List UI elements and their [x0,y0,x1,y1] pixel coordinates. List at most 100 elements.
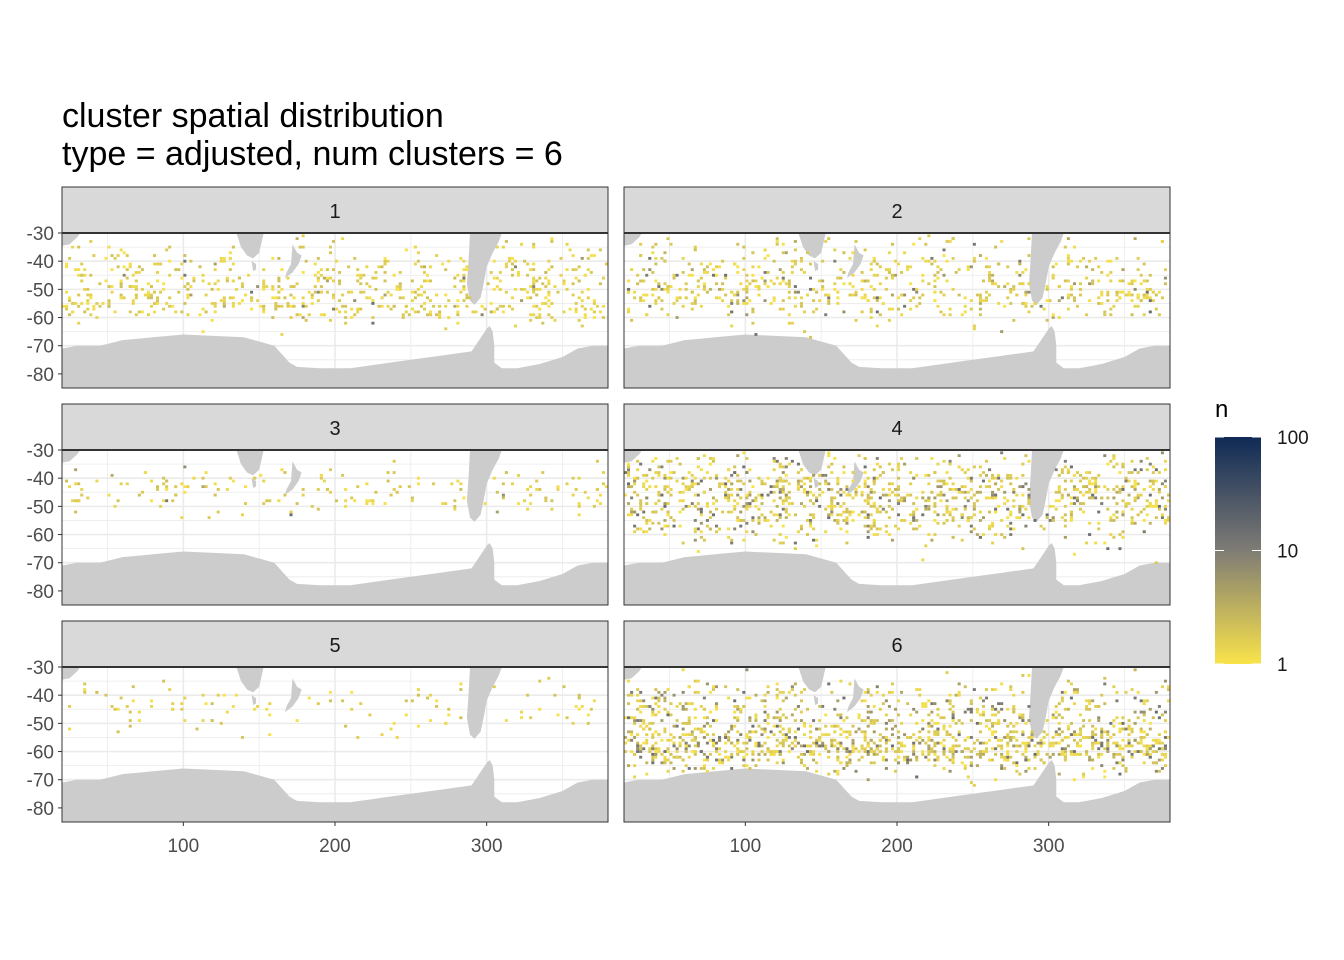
data-cell [83,690,87,694]
data-cell [890,507,894,511]
data-cell [730,324,734,328]
data-cell [711,513,715,517]
data-cell [663,699,667,703]
data-cell [1000,744,1004,748]
data-cell [960,468,964,472]
data-cell [392,459,396,463]
data-cell [975,490,979,494]
data-cell [1033,752,1037,756]
data-cell [978,752,982,756]
data-cell [897,262,901,266]
data-cell [1051,519,1055,522]
data-cell [736,242,740,246]
data-cell [887,493,891,497]
data-cell [513,324,517,328]
data-cell [681,758,685,762]
data-cell [827,755,831,759]
data-cell [1112,741,1116,745]
data-cell [1106,744,1110,748]
data-cell [639,462,643,466]
data-cell [693,727,697,731]
data-cell [1148,752,1152,756]
data-cell [1118,279,1122,283]
data-cell [784,535,788,539]
data-cell [547,676,551,680]
data-cell [945,507,949,511]
data-cell [627,290,631,294]
data-cell [1115,256,1119,260]
data-cell [65,304,69,308]
data-cell [277,499,281,503]
data-cell [763,256,767,260]
data-cell [766,493,770,497]
data-cell [827,682,831,686]
data-cell [839,716,843,720]
data-cell [624,741,628,745]
data-cell [1018,510,1022,514]
data-cell [654,755,658,759]
data-cell [295,282,299,286]
data-cell [1018,282,1022,286]
data-cell [775,738,779,742]
data-cell [153,262,157,266]
data-cell [1079,713,1083,717]
data-cell [1109,259,1113,263]
data-cell [778,479,782,483]
data-cell [793,738,797,742]
data-cell [1106,730,1110,734]
data-cell [984,688,988,691]
data-cell [760,496,764,500]
data-cell [627,764,631,768]
data-cell [781,490,785,494]
data-cell [83,287,87,291]
data-cell [751,485,755,489]
data-cell [316,276,320,280]
data-cell [1133,468,1137,472]
data-cell [1054,490,1058,494]
data-cell [547,304,551,308]
data-cell [389,293,393,297]
data-cell [790,265,794,269]
data-cell [1000,519,1004,522]
data-cell [975,752,979,756]
data-cell [909,736,913,739]
data-cell [642,741,646,745]
data-cell [708,476,712,480]
data-cell [1036,752,1040,756]
data-cell [392,471,396,474]
data-cell [984,256,988,260]
data-cell [1045,285,1049,288]
data-cell [690,502,694,505]
data-cell [1054,716,1058,720]
data-cell [386,479,390,483]
data-cell [401,296,405,300]
data-cell [693,527,697,531]
data-cell [724,273,728,277]
data-cell [642,699,646,703]
data-cell [657,710,661,714]
data-cell [295,313,299,317]
data-cell [651,721,655,725]
data-cell [1042,730,1046,734]
data-cell [504,240,508,243]
data-cell [833,724,837,728]
data-cell [799,502,803,505]
data-cell [815,538,819,542]
data-cell [991,490,995,494]
data-cell [690,750,694,753]
data-cell [1100,744,1104,748]
data-cell [504,265,508,269]
data-cell [793,262,797,266]
data-cell [936,462,940,466]
data-cell [1121,758,1125,762]
data-cell [1015,293,1019,297]
data-cell [802,271,806,274]
data-cell [830,502,834,505]
data-cell [374,271,378,274]
data-cell [1075,688,1079,691]
data-cell [137,719,141,722]
data-cell [389,493,393,497]
data-cell [180,310,184,314]
data-cell [775,276,779,280]
y-tick-label: -70 [27,771,54,792]
